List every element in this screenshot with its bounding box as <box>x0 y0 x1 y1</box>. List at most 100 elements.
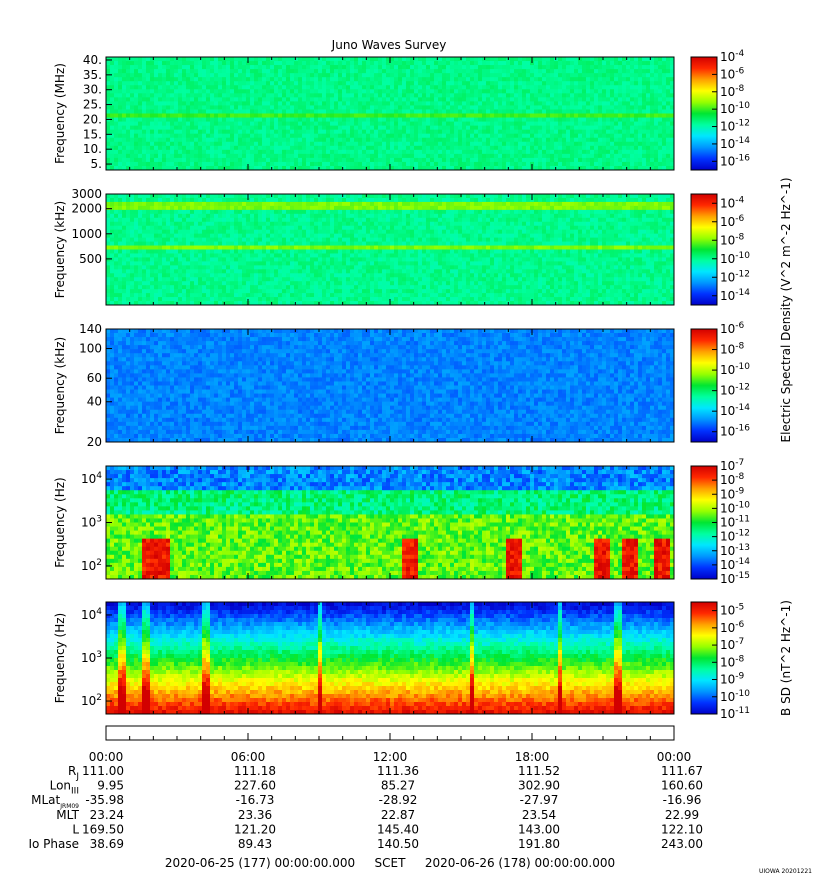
spectrogram-cell <box>314 153 319 159</box>
spectrogram-cell <box>106 225 111 231</box>
spectrogram-cell <box>290 137 295 143</box>
spectrogram-cell <box>150 141 155 147</box>
spectrogram-cell <box>458 77 463 82</box>
spectrogram-cell <box>110 149 115 155</box>
spectrogram-cell <box>618 137 623 143</box>
spectrogram-cell <box>290 77 295 82</box>
spectrogram-cell <box>306 129 311 135</box>
spectrogram-cell <box>382 153 387 159</box>
spectrogram-cell <box>118 237 123 242</box>
spectrogram-cell <box>170 289 175 294</box>
spectrogram-cell <box>202 89 207 94</box>
spectrogram-cell <box>402 101 407 106</box>
spectrogram-cell <box>170 205 175 211</box>
spectrogram-cell <box>630 121 635 127</box>
spectrogram-cell <box>190 261 195 266</box>
spectrogram-cell <box>142 265 147 270</box>
spectrogram-cell <box>558 149 563 155</box>
spectrogram-cell <box>338 133 343 139</box>
spectrogram-cell <box>346 109 351 114</box>
spectrogram-cell <box>222 105 227 110</box>
spectrogram-cell <box>302 121 307 127</box>
spectrogram-cell <box>570 57 575 62</box>
spectrogram-cell <box>434 65 439 70</box>
spectrogram-cell <box>346 113 351 118</box>
spectrogram-cell <box>262 97 267 102</box>
spectrogram-cell <box>514 57 519 62</box>
spectrogram-cell <box>258 101 263 106</box>
spectrogram-cell <box>446 129 451 135</box>
spectrogram-cell <box>238 273 243 278</box>
spectrogram-cell <box>286 113 291 118</box>
spectrogram-cell <box>350 145 355 151</box>
spectrogram-cell <box>218 85 223 90</box>
spectrogram-cell <box>618 161 623 167</box>
spectrogram-cell <box>286 57 291 62</box>
spectrogram-cell <box>138 273 143 278</box>
spectrogram-cell <box>598 65 603 70</box>
spectrogram-cell <box>634 65 639 70</box>
spectrogram-cell <box>350 165 355 171</box>
spectrogram-cell <box>494 165 499 171</box>
spectrogram-cell <box>122 133 127 139</box>
spectrogram-cell <box>138 121 143 127</box>
spectrogram-cell <box>234 129 239 135</box>
spectrogram-cell <box>114 269 119 274</box>
spectrogram-cell <box>162 165 167 171</box>
spectrogram-cell <box>502 65 507 70</box>
spectrogram-cell <box>666 73 671 78</box>
spectrogram-cell <box>286 117 291 122</box>
spectrogram-cell <box>154 101 159 106</box>
spectrogram-cell <box>526 69 531 74</box>
spectrogram-cell <box>582 65 587 70</box>
spectrogram-cell <box>374 137 379 143</box>
spectrogram-cell <box>234 205 239 211</box>
spectrogram-cell <box>122 109 127 114</box>
spectrogram-cell <box>294 109 299 114</box>
spectrogram-cell <box>634 81 639 86</box>
spectrogram-cell <box>154 109 159 114</box>
spectrogram-cell <box>134 197 139 203</box>
spectrogram-cell <box>474 85 479 90</box>
spectrogram-cell <box>366 89 371 94</box>
spectrogram-cell <box>430 89 435 94</box>
spectrogram-cell <box>610 133 615 139</box>
spectrogram-cell <box>670 81 675 86</box>
spectrogram-cell <box>642 77 647 82</box>
spectrogram-cell <box>162 149 167 155</box>
spectrogram-cell <box>378 81 383 86</box>
spectrogram-cell <box>162 233 167 238</box>
spectrogram-cell <box>310 97 315 102</box>
spectrogram-cell <box>282 89 287 94</box>
spectrogram-cell <box>294 145 299 151</box>
spectrogram-cell <box>270 113 275 118</box>
spectrogram-cell <box>386 101 391 106</box>
spectrogram-cell <box>642 145 647 151</box>
spectrogram-cell <box>402 81 407 86</box>
spectrogram-cell <box>194 97 199 102</box>
spectrogram-cell <box>190 141 195 147</box>
spectrogram-cell <box>162 201 167 207</box>
spectrogram-cell <box>454 129 459 135</box>
spectrogram-cell <box>566 65 571 70</box>
spectrogram-cell <box>310 57 315 62</box>
spectrogram-cell <box>322 85 327 90</box>
spectrogram-cell <box>570 65 575 70</box>
spectrogram-cell <box>522 125 527 131</box>
spectrogram-cell <box>542 117 547 122</box>
spectrogram-cell <box>134 141 139 147</box>
spectrogram-cell <box>118 253 123 258</box>
spectrogram-cell <box>434 81 439 86</box>
spectrogram-cell <box>194 229 199 235</box>
spectrogram-cell <box>282 81 287 86</box>
spectrogram-cell <box>146 225 151 231</box>
spectrogram-cell <box>198 73 203 78</box>
spectrogram-cell <box>158 97 163 102</box>
spectrogram-cell <box>554 81 559 86</box>
spectrogram-cell <box>378 85 383 90</box>
spectrogram-cell <box>542 141 547 147</box>
spectrogram-cell <box>134 277 139 282</box>
spectrogram-cell <box>470 145 475 151</box>
spectrogram-cell <box>466 81 471 86</box>
spectrogram-cell <box>630 101 635 106</box>
